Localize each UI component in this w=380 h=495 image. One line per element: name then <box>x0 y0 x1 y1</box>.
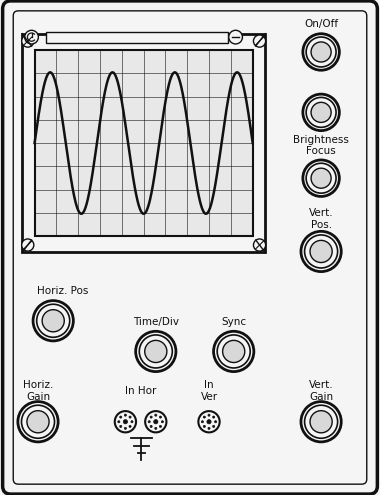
Text: Brightness: Brightness <box>293 135 349 145</box>
Circle shape <box>203 416 206 418</box>
Circle shape <box>306 98 336 127</box>
Circle shape <box>207 420 211 424</box>
Circle shape <box>253 239 266 251</box>
Circle shape <box>201 421 203 423</box>
Text: Sync: Sync <box>221 317 246 327</box>
Circle shape <box>253 35 266 47</box>
Circle shape <box>303 160 339 197</box>
Circle shape <box>145 411 166 432</box>
Circle shape <box>306 163 336 193</box>
Circle shape <box>301 231 341 272</box>
Circle shape <box>305 405 337 438</box>
Circle shape <box>129 425 131 428</box>
Text: In Hor: In Hor <box>125 386 156 396</box>
Circle shape <box>115 411 136 432</box>
Text: On/Off: On/Off <box>304 19 338 29</box>
Circle shape <box>212 425 215 428</box>
Circle shape <box>150 425 152 428</box>
Circle shape <box>311 42 331 62</box>
Circle shape <box>159 425 162 428</box>
Circle shape <box>301 401 341 442</box>
Circle shape <box>311 102 331 122</box>
Circle shape <box>162 421 163 423</box>
Circle shape <box>203 425 206 428</box>
Circle shape <box>303 34 339 70</box>
Circle shape <box>150 416 152 418</box>
Circle shape <box>215 421 217 423</box>
Text: Vert.
Gain: Vert. Gain <box>309 380 333 402</box>
Circle shape <box>22 35 34 47</box>
Circle shape <box>33 300 73 341</box>
Circle shape <box>310 241 332 262</box>
Circle shape <box>214 331 254 372</box>
Circle shape <box>154 420 158 424</box>
Circle shape <box>306 37 336 67</box>
Circle shape <box>212 416 215 418</box>
Circle shape <box>124 414 127 416</box>
Circle shape <box>159 416 162 418</box>
Bar <box>46 32 228 43</box>
Text: Horiz.
Gain: Horiz. Gain <box>23 380 53 402</box>
FancyBboxPatch shape <box>3 1 377 494</box>
Circle shape <box>136 331 176 372</box>
Text: Time/Div: Time/Div <box>133 317 179 327</box>
Circle shape <box>123 420 128 424</box>
Circle shape <box>208 427 210 429</box>
Circle shape <box>25 30 38 44</box>
Circle shape <box>120 416 122 418</box>
Circle shape <box>148 421 150 423</box>
Circle shape <box>155 427 157 429</box>
Circle shape <box>208 414 210 416</box>
Circle shape <box>310 411 332 433</box>
Circle shape <box>42 310 64 332</box>
Circle shape <box>303 94 339 131</box>
Circle shape <box>145 341 167 362</box>
Circle shape <box>217 335 250 368</box>
Circle shape <box>22 405 54 438</box>
Circle shape <box>27 411 49 433</box>
Text: Focus: Focus <box>306 146 336 156</box>
Circle shape <box>37 304 70 337</box>
Circle shape <box>18 401 58 442</box>
Text: In
Ver: In Ver <box>200 380 218 402</box>
Circle shape <box>131 421 133 423</box>
Bar <box>35 50 253 236</box>
Text: Vert.
Pos.: Vert. Pos. <box>309 208 333 230</box>
Circle shape <box>120 425 122 428</box>
Text: Horiz. Pos: Horiz. Pos <box>37 286 89 296</box>
Circle shape <box>139 335 172 368</box>
Circle shape <box>229 30 242 44</box>
Circle shape <box>155 414 157 416</box>
Circle shape <box>118 421 120 423</box>
Circle shape <box>129 416 131 418</box>
Circle shape <box>305 235 337 268</box>
Circle shape <box>198 411 220 432</box>
Circle shape <box>223 341 245 362</box>
Circle shape <box>124 427 127 429</box>
Circle shape <box>311 168 331 188</box>
Bar <box>22 34 265 252</box>
Circle shape <box>22 239 34 251</box>
